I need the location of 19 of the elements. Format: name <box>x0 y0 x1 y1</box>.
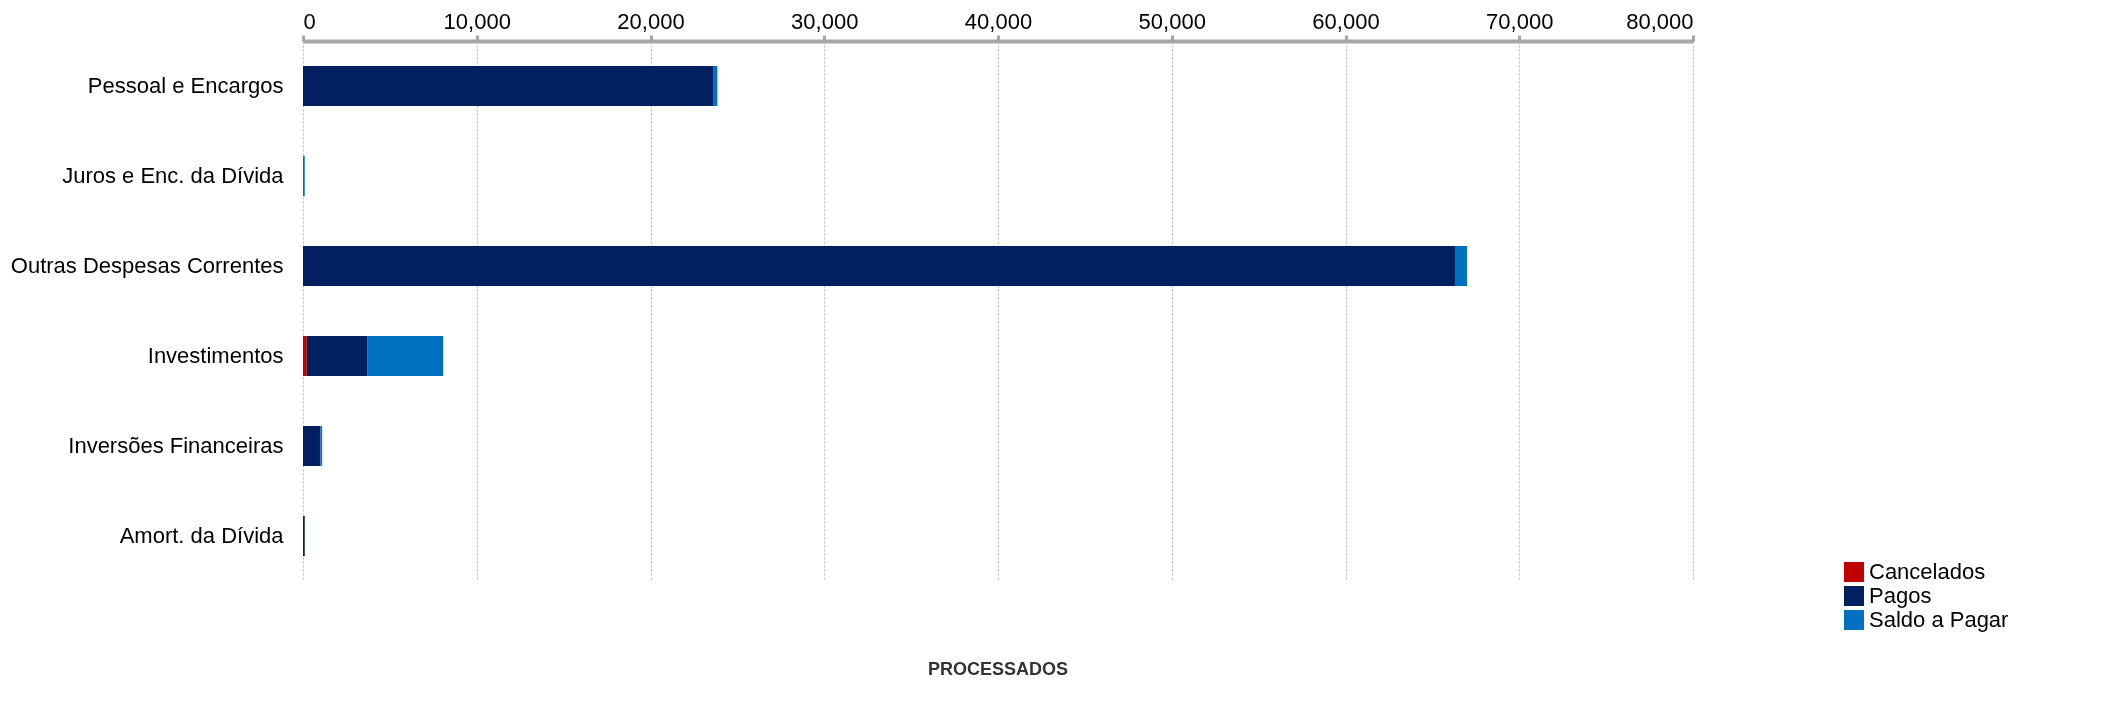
y-tick-label: Pessoal e Encargos <box>87 73 284 98</box>
x-tick-label: 30,000 <box>791 8 859 34</box>
legend-label: Pagos <box>1869 583 1932 608</box>
y-tick-label: Juros e Enc. da Dívida <box>62 163 285 188</box>
x-tick-label: 40,000 <box>964 8 1033 34</box>
x-tick-label: 20,000 <box>617 8 685 34</box>
x-tick-label: 70,000 <box>1486 8 1554 34</box>
x-tick-label: 60,000 <box>1312 8 1380 34</box>
y-tick-label: Inversões Financeiras <box>68 433 284 458</box>
x-tick-label: 50,000 <box>1138 8 1206 34</box>
y-tick-label: Investimentos <box>147 343 284 368</box>
x-tick-label: 10,000 <box>443 8 511 34</box>
x-tick-label: 80,000 <box>1626 8 1694 34</box>
y-tick-label: Outras Despesas Correntes <box>10 253 284 278</box>
x-tick-label: 0 <box>303 8 316 34</box>
y-tick-label: Amort. da Dívida <box>119 523 285 548</box>
legend-label: Saldo a Pagar <box>1869 607 2009 632</box>
legend-label: Cancelados <box>1869 559 1986 584</box>
text: PROCESSADOS <box>927 659 1069 679</box>
